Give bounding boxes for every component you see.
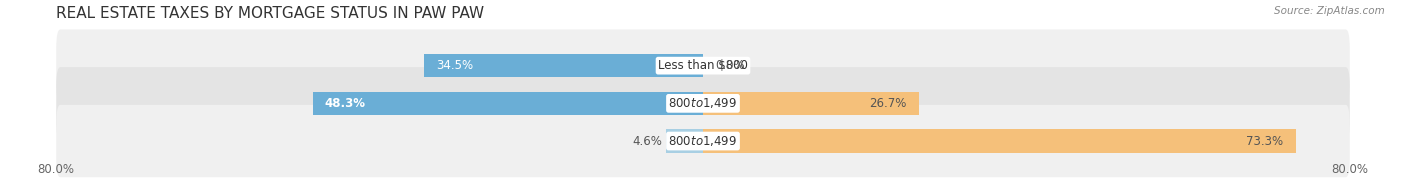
FancyBboxPatch shape [56, 29, 1350, 102]
Text: 0.0%: 0.0% [716, 59, 745, 72]
Text: 4.6%: 4.6% [631, 135, 662, 148]
Text: REAL ESTATE TAXES BY MORTGAGE STATUS IN PAW PAW: REAL ESTATE TAXES BY MORTGAGE STATUS IN … [56, 6, 484, 21]
Text: 73.3%: 73.3% [1246, 135, 1284, 148]
Bar [703, 92, 920, 115]
Bar [703, 129, 1295, 153]
FancyBboxPatch shape [56, 67, 1350, 140]
Bar [312, 92, 703, 115]
Text: Less than $800: Less than $800 [658, 59, 748, 72]
Text: 34.5%: 34.5% [436, 59, 474, 72]
Text: 26.7%: 26.7% [869, 97, 907, 110]
FancyBboxPatch shape [56, 105, 1350, 177]
Bar [425, 54, 703, 77]
Text: Source: ZipAtlas.com: Source: ZipAtlas.com [1274, 6, 1385, 16]
Text: $800 to $1,499: $800 to $1,499 [668, 96, 738, 110]
Bar [666, 129, 703, 153]
Text: 48.3%: 48.3% [325, 97, 366, 110]
Text: $800 to $1,499: $800 to $1,499 [668, 134, 738, 148]
